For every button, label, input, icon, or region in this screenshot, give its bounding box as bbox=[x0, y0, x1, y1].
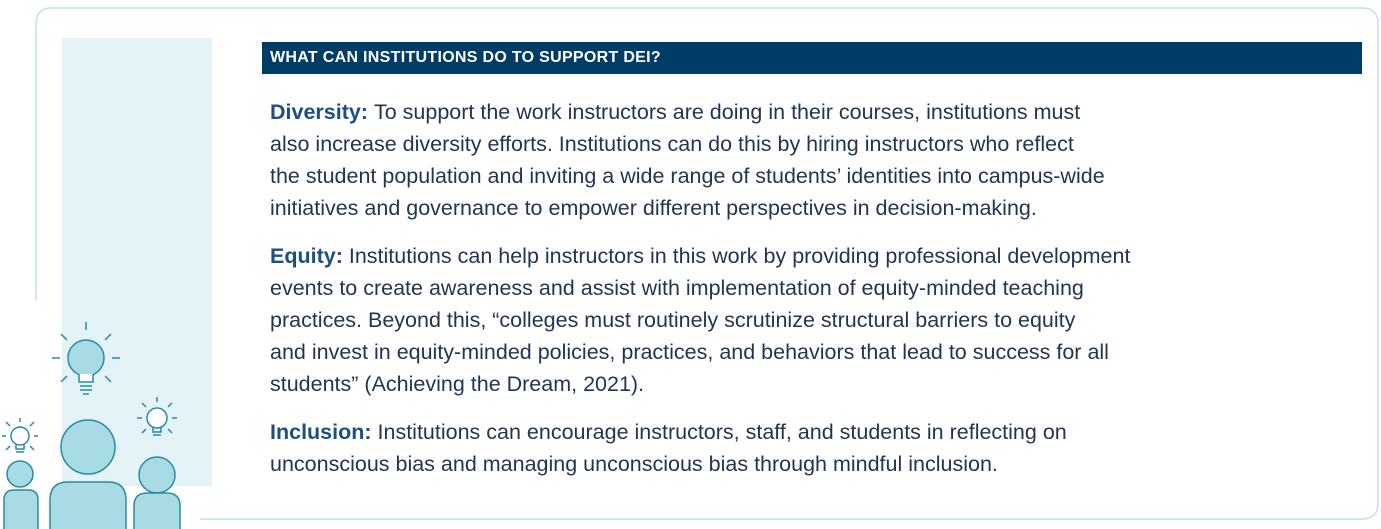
text-line: and invest in equity-minded policies, pr… bbox=[270, 336, 1360, 368]
paragraph: Diversity:To support the work instructor… bbox=[270, 96, 1360, 224]
term: Equity: bbox=[270, 244, 343, 268]
paragraph: Inclusion:Institutions can encourage ins… bbox=[270, 416, 1360, 480]
text-line: practices. Beyond this, “colleges must r… bbox=[270, 304, 1360, 336]
text-line: initiatives and governance to empower di… bbox=[270, 192, 1360, 224]
text-line: Equity:Institutions can help instructors… bbox=[270, 240, 1360, 272]
text-line: the student population and inviting a wi… bbox=[270, 160, 1360, 192]
text-line: unconscious bias and managing unconsciou… bbox=[270, 448, 1360, 480]
text: Institutions can help instructors in thi… bbox=[349, 244, 1131, 268]
term: Diversity: bbox=[270, 100, 368, 124]
section-header: WHAT CAN INSTITUTIONS DO TO SUPPORT DEI? bbox=[262, 42, 1362, 74]
text: Institutions can encourage instructors, … bbox=[378, 420, 1067, 444]
term: Inclusion: bbox=[270, 420, 372, 444]
text-line: Diversity:To support the work instructor… bbox=[270, 96, 1360, 128]
text-line: events to create awareness and assist wi… bbox=[270, 272, 1360, 304]
text-line: Inclusion:Institutions can encourage ins… bbox=[270, 416, 1360, 448]
page: {"header": {"title": "WHAT CAN INSTITUTI… bbox=[0, 0, 1381, 529]
text-line: students” (Achieving the Dream, 2021). bbox=[270, 368, 1360, 400]
side-panel bbox=[62, 38, 212, 486]
text-line: also increase diversity efforts. Institu… bbox=[270, 128, 1360, 160]
paragraph: Equity:Institutions can help instructors… bbox=[270, 240, 1360, 400]
text: To support the work instructors are doin… bbox=[374, 100, 1080, 124]
